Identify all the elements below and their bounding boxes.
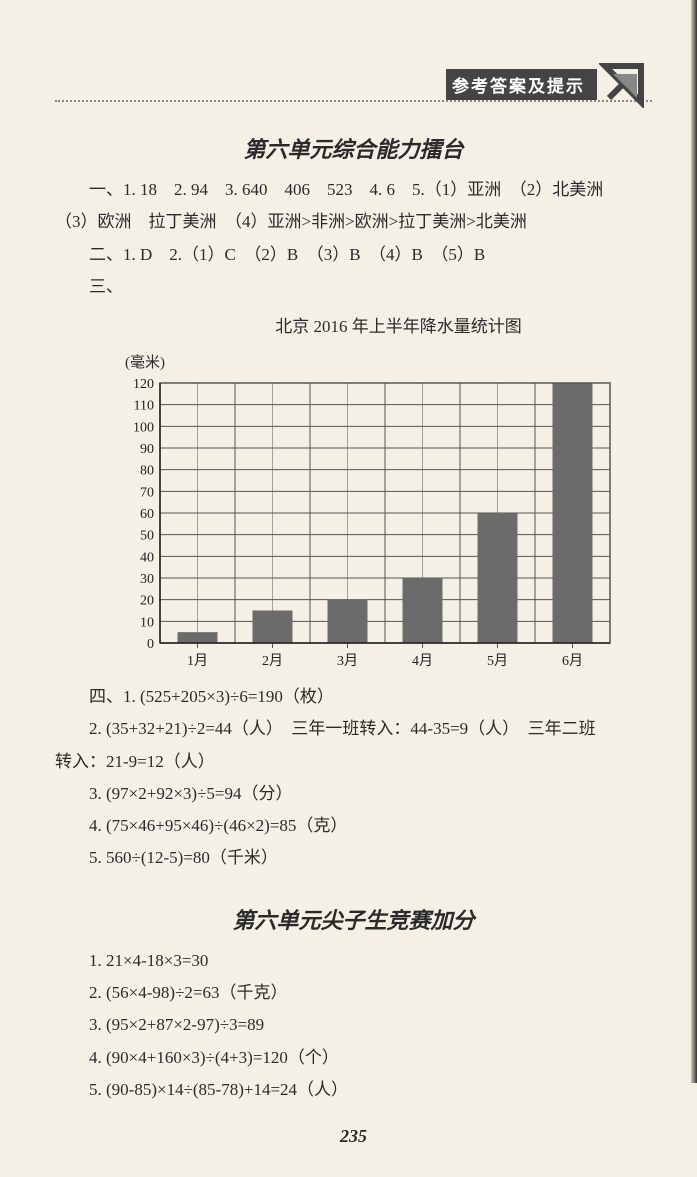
svg-text:80: 80 bbox=[140, 464, 154, 479]
svg-text:90: 90 bbox=[140, 442, 154, 457]
svg-text:6月: 6月 bbox=[562, 653, 583, 669]
s2-line2: 2. (56×4-98)÷2=63（千克） bbox=[55, 977, 652, 1009]
chart-ylabel: (毫米) bbox=[125, 349, 652, 378]
part4-line1: 四、1. (525+205×3)÷6=190（枚） bbox=[55, 681, 652, 713]
svg-text:4月: 4月 bbox=[412, 653, 433, 669]
rainfall-chart: 北京 2016 年上半年降水量统计图 (毫米) 0 10 20 30 40 50 60 70 8… bbox=[115, 311, 652, 673]
section2-content: 1. 21×4-18×3=30 2. (56×4-98)÷2=63（千克） 3.… bbox=[55, 945, 652, 1106]
svg-text:100: 100 bbox=[133, 420, 154, 435]
answer-key-banner: 参考答案及提示 bbox=[446, 60, 647, 108]
s2-line3: 3. (95×2+87×2-97)÷3=89 bbox=[55, 1009, 652, 1041]
chart-title: 北京 2016 年上半年降水量统计图 bbox=[145, 311, 652, 343]
section1-content: 一、1. 18 2. 94 3. 640 406 523 4. 6 5.（1）亚… bbox=[55, 174, 652, 875]
svg-text:120: 120 bbox=[133, 378, 154, 392]
page-edge-shadow bbox=[691, 0, 697, 1083]
part4-line6: 5. 560÷(12-5)=80（千米） bbox=[55, 842, 652, 874]
svg-text:1月: 1月 bbox=[187, 653, 208, 669]
svg-text:60: 60 bbox=[140, 507, 154, 522]
svg-text:5月: 5月 bbox=[487, 653, 508, 669]
arrow-icon bbox=[599, 60, 647, 108]
svg-text:50: 50 bbox=[140, 529, 154, 544]
svg-text:30: 30 bbox=[140, 572, 154, 587]
svg-text:2月: 2月 bbox=[262, 653, 283, 669]
s2-line5: 5. (90-85)×14÷(85-78)+14=24（人） bbox=[55, 1074, 652, 1106]
part3-label: 三、 bbox=[55, 271, 652, 303]
part4-line2: 2. (35+32+21)÷2=44（人） 三年一班转入：44-35=9（人） … bbox=[55, 713, 652, 745]
section2-title: 第六单元尖子生竞赛加分 bbox=[55, 903, 652, 935]
s2-line4: 4. (90×4+160×3)÷(4+3)=120（个） bbox=[55, 1042, 652, 1074]
s2-line1: 1. 21×4-18×3=30 bbox=[55, 945, 652, 977]
svg-text:40: 40 bbox=[140, 550, 154, 565]
part2-line: 二、1. D 2.（1）C （2）B （3）B （4）B （5）B bbox=[55, 239, 652, 271]
part1-line2: （3）欧洲 拉丁美洲 （4）亚洲>非洲>欧洲>拉丁美洲>北美洲 bbox=[55, 206, 652, 238]
part1-line1: 一、1. 18 2. 94 3. 640 406 523 4. 6 5.（1）亚… bbox=[55, 174, 652, 206]
svg-text:70: 70 bbox=[140, 485, 154, 500]
svg-text:3月: 3月 bbox=[337, 653, 358, 669]
svg-text:0: 0 bbox=[147, 637, 154, 652]
svg-text:20: 20 bbox=[140, 594, 154, 609]
section1-title: 第六单元综合能力擂台 bbox=[55, 132, 652, 164]
svg-text:10: 10 bbox=[140, 615, 154, 630]
page-number: 235 bbox=[55, 1126, 652, 1147]
bar-chart-svg: 0 10 20 30 40 50 60 70 80 90 100 110 120 1月 2月 3月 4月 5月 6月 bbox=[115, 378, 620, 673]
svg-text:110: 110 bbox=[134, 399, 154, 414]
banner-text: 参考答案及提示 bbox=[446, 69, 597, 100]
part4-line5: 4. (75×46+95×46)÷(46×2)=85（克） bbox=[55, 810, 652, 842]
part4-line3: 转入：21-9=12（人） bbox=[55, 746, 652, 778]
part4-line4: 3. (97×2+92×3)÷5=94（分） bbox=[55, 778, 652, 810]
